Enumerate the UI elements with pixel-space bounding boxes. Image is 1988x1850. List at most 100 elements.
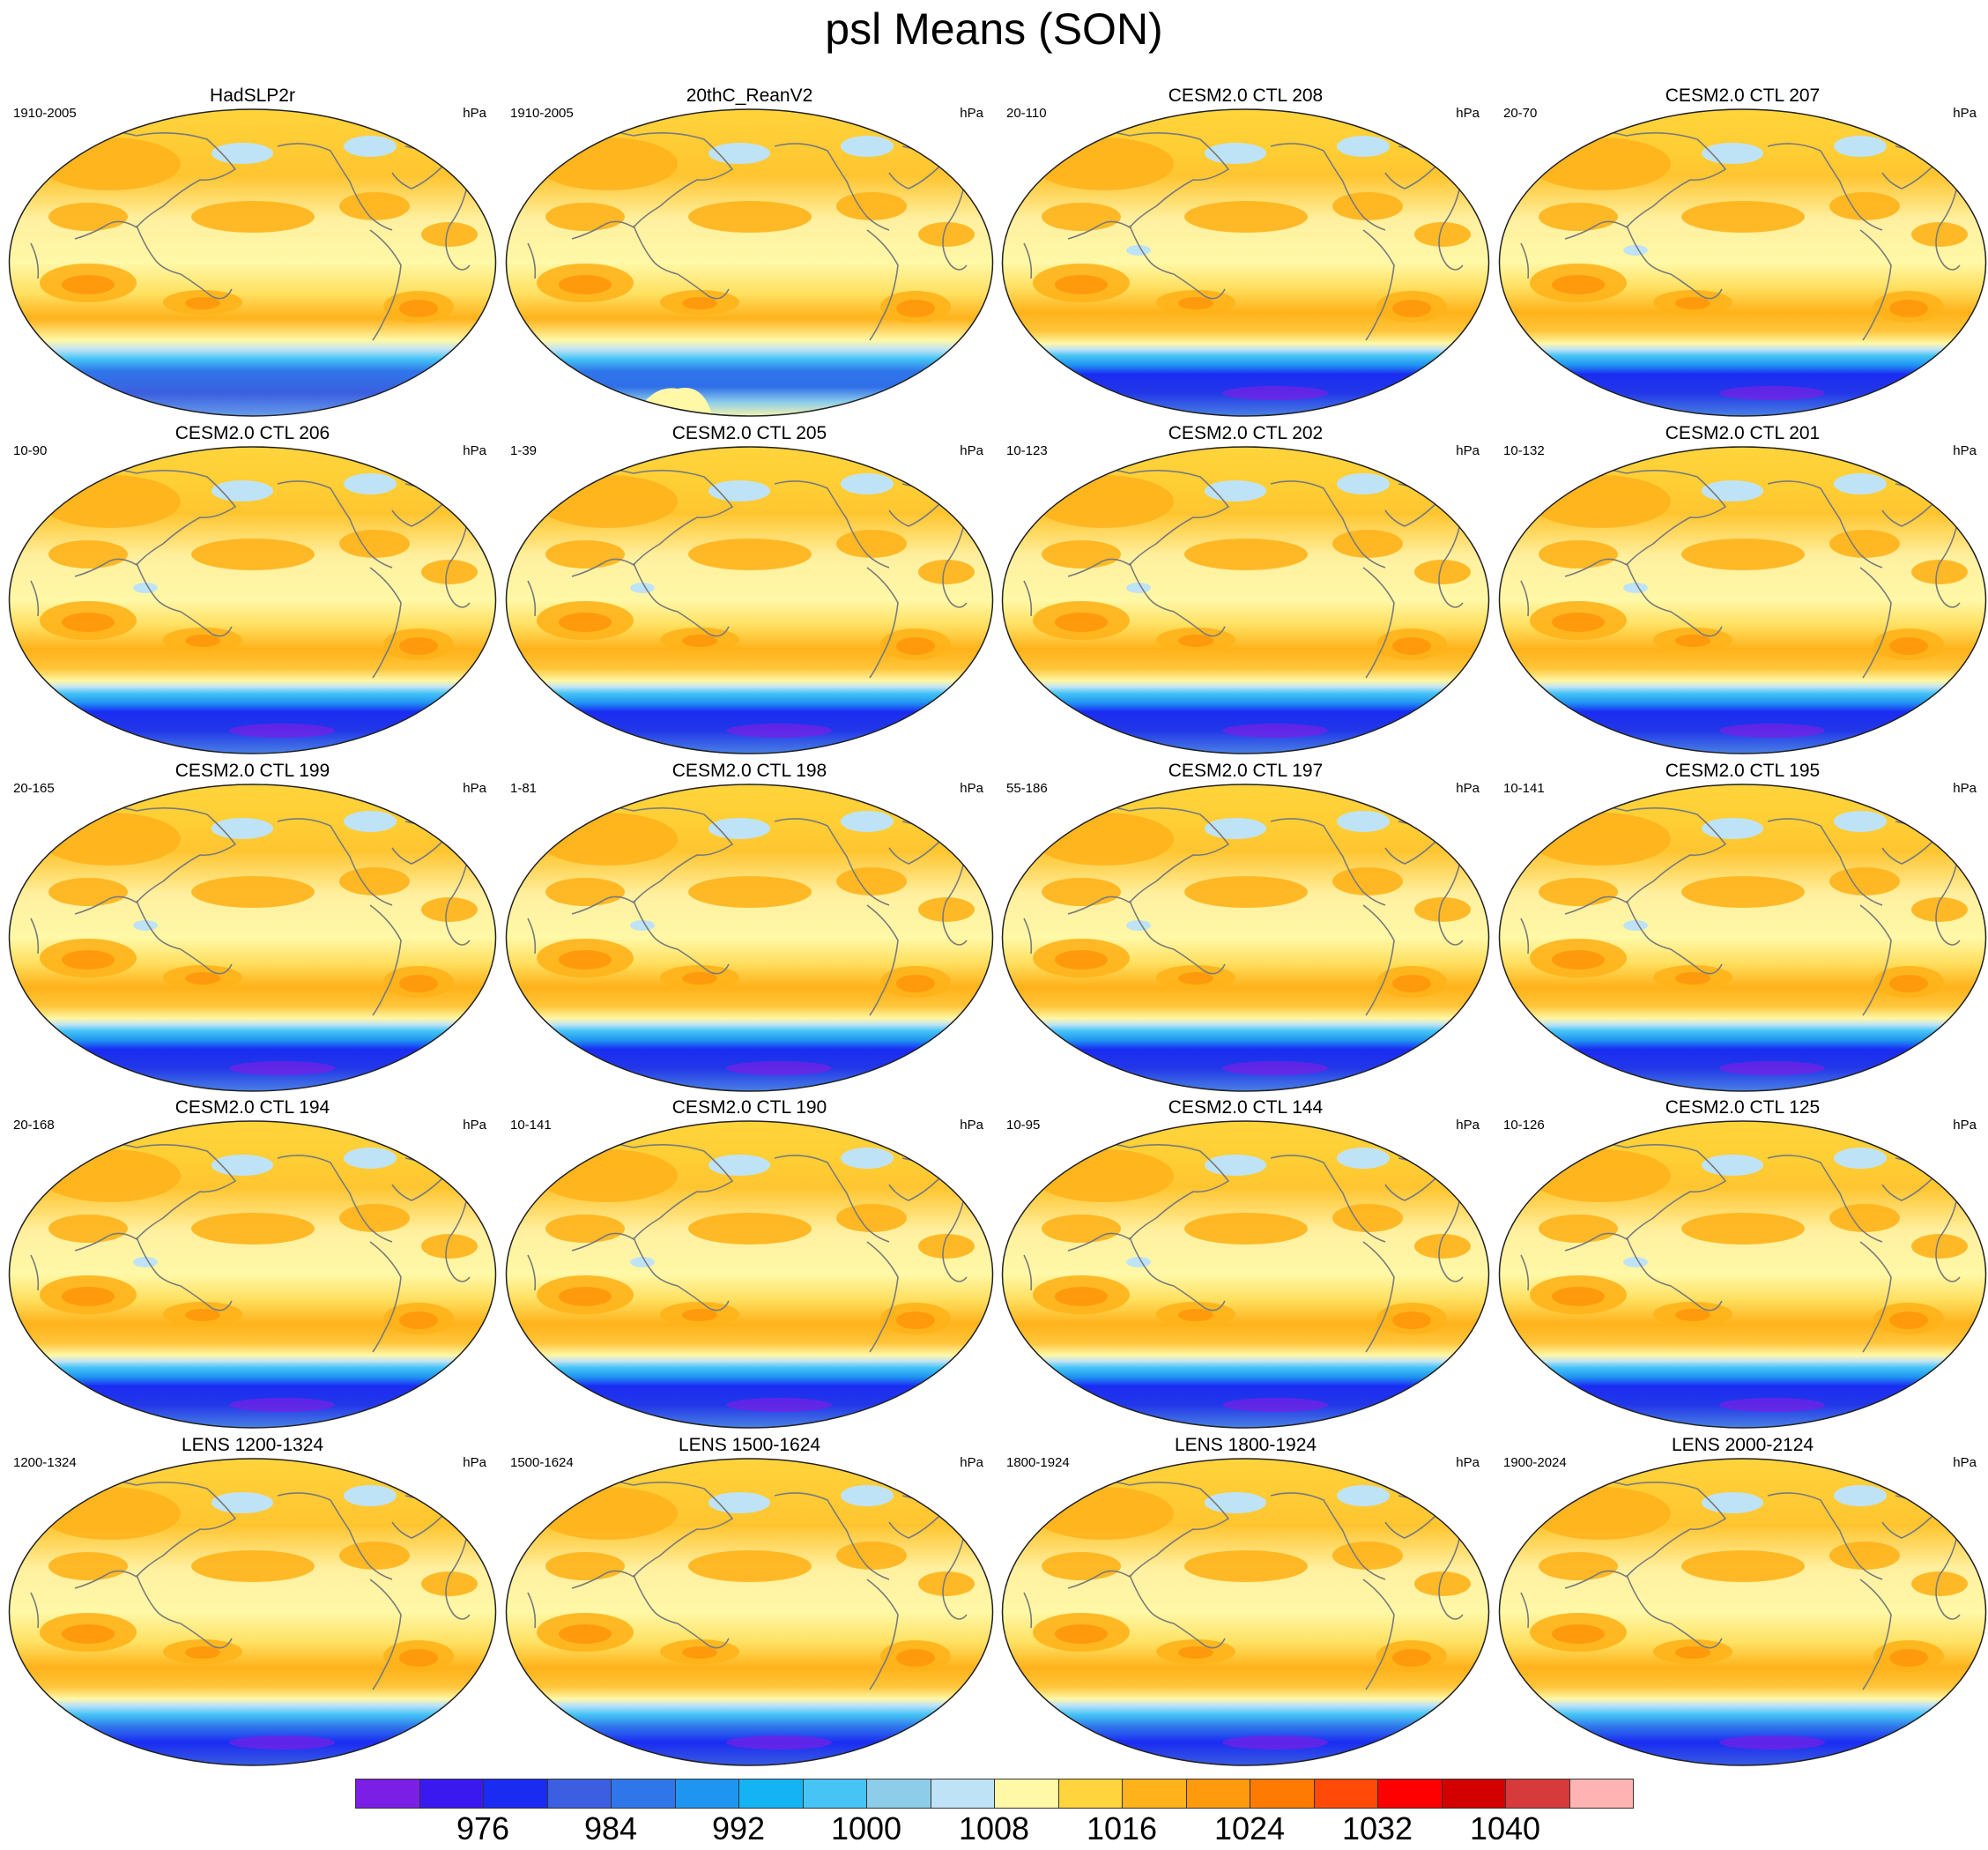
panel-units-label: hPa (960, 443, 983, 458)
map-border (1498, 108, 1987, 417)
panel-units-label: hPa (463, 106, 486, 121)
map-border (1001, 1120, 1490, 1429)
psl-map (8, 784, 497, 1092)
psl-map (505, 784, 994, 1092)
panel-title: CESM2.0 CTL 208 (1168, 85, 1324, 106)
panel-years-label: 10-126 (1503, 1118, 1545, 1133)
panel-units-label: hPa (960, 106, 983, 121)
map-panel: LENS 2000-2124 1900-2024 hPa (1495, 1434, 1988, 1769)
panel-years-label: 10-90 (13, 443, 48, 458)
psl-map (1498, 108, 1987, 417)
colorbar-box (994, 1779, 1059, 1809)
map-panel: CESM2.0 CTL 194 20-168 hPa (4, 1096, 501, 1431)
colorbar-box (1313, 1779, 1378, 1809)
panel-years-label: 1910-2005 (13, 106, 77, 121)
map-panel: LENS 1800-1924 1800-1924 hPa (998, 1434, 1494, 1769)
panel-title: CESM2.0 CTL 144 (1168, 1097, 1324, 1118)
map-border (1001, 446, 1490, 754)
panel-title: CESM2.0 CTL 194 (174, 1097, 330, 1118)
colorbar-box (546, 1779, 612, 1809)
coastlines (30, 1479, 471, 1690)
psl-map (8, 108, 497, 417)
map-border (1498, 446, 1987, 754)
panel-units-label: hPa (463, 1118, 486, 1133)
colorbar-box (1185, 1779, 1250, 1809)
psl-map (505, 1120, 994, 1429)
colorbar-box (1377, 1779, 1443, 1809)
map-panel: CESM2.0 CTL 195 10-141 hPa (1495, 760, 1988, 1095)
colorbar-tick-label: 976 (456, 1810, 510, 1846)
colorbar-tick-label: 1024 (1213, 1810, 1286, 1846)
panel-units-label: hPa (1456, 1455, 1480, 1470)
panel-title: LENS 1800-1924 (1174, 1435, 1317, 1455)
psl-map (8, 446, 497, 754)
map-border (505, 1120, 994, 1429)
map-panel: LENS 1200-1324 1200-1324 hPa (4, 1434, 501, 1769)
panel-years-label: 20-110 (1006, 106, 1047, 121)
psl-map (505, 1458, 994, 1766)
colorbar-box (483, 1779, 548, 1809)
map-border (1001, 108, 1490, 417)
panel-title: LENS 1500-1624 (678, 1435, 821, 1455)
panel-title: CESM2.0 CTL 205 (671, 423, 827, 443)
panel-units-label: hPa (1953, 1455, 1977, 1470)
panel-title: HadSLP2r (210, 85, 295, 106)
map-panel: 20thC_ReanV2 1910-2005 hPa (501, 85, 998, 420)
colorbar-tick-label: 1040 (1469, 1810, 1541, 1846)
map-border (8, 784, 497, 1092)
psl-map (1498, 784, 1987, 1092)
colorbar-box (674, 1779, 739, 1809)
panel-units-label: hPa (1456, 1118, 1480, 1133)
colorbar-box (611, 1779, 676, 1809)
map-panel: CESM2.0 CTL 190 10-141 hPa (501, 1096, 998, 1431)
panel-title: CESM2.0 CTL 206 (174, 423, 330, 443)
panel-years-label: 1910-2005 (510, 106, 574, 121)
psl-map (505, 108, 994, 417)
panel-years-label: 20-168 (13, 1118, 55, 1133)
map-panel: CESM2.0 CTL 207 20-70 hPa (1495, 85, 1988, 420)
panel-units-label: hPa (1953, 106, 1977, 121)
panel-years-label: 1800-1924 (1006, 1455, 1070, 1470)
psl-map (505, 446, 994, 754)
coastlines (527, 1479, 968, 1690)
panel-title: CESM2.0 CTL 201 (1665, 423, 1821, 443)
map-border (8, 446, 497, 754)
colorbar-box (1250, 1779, 1315, 1809)
map-border (1498, 784, 1987, 1092)
colorbar-tick-label: 1016 (1086, 1810, 1158, 1846)
colorbar-box (355, 1779, 420, 1809)
map-panel: CESM2.0 CTL 205 1-39 hPa (501, 422, 998, 757)
psl-map (1001, 446, 1490, 754)
colorbar-box (1441, 1779, 1506, 1809)
panel-units-label: hPa (1456, 781, 1480, 796)
panel-units-label: hPa (1456, 106, 1480, 121)
colorbar-tick-label: 1008 (958, 1810, 1030, 1846)
figure-title: psl Means (SON) (825, 4, 1163, 54)
panel-years-label: 1200-1324 (13, 1455, 77, 1470)
map-panel: CESM2.0 CTL 206 10-90 hPa (4, 422, 501, 757)
coastlines (1023, 130, 1464, 341)
map-panel: LENS 1500-1624 1500-1624 hPa (501, 1434, 998, 1769)
map-panel: CESM2.0 CTL 197 55-186 hPa (998, 760, 1494, 1095)
panel-units-label: hPa (1953, 443, 1977, 458)
psl-map (1498, 446, 1987, 754)
map-panel: CESM2.0 CTL 198 1-81 hPa (501, 760, 998, 1095)
map-border (8, 108, 497, 417)
psl-map (1001, 1458, 1490, 1766)
panel-units-label: hPa (960, 1455, 983, 1470)
colorbar-box (866, 1779, 931, 1809)
coastlines (527, 130, 968, 341)
panel-units-label: hPa (960, 1118, 983, 1133)
map-border (505, 784, 994, 1092)
panel-years-label: 55-186 (1006, 781, 1048, 796)
colorbar-box (930, 1779, 995, 1809)
panel-title: 20thC_ReanV2 (686, 85, 813, 106)
psl-map (1498, 1120, 1987, 1429)
colorbar-tick-label: 1032 (1341, 1810, 1413, 1846)
map-border (1498, 1458, 1987, 1766)
map-panel: CESM2.0 CTL 199 20-165 hPa (4, 760, 501, 1095)
panel-years-label: 20-165 (13, 781, 55, 796)
panel-units-label: hPa (1456, 443, 1480, 458)
panel-title: CESM2.0 CTL 195 (1665, 761, 1821, 781)
panel-title: LENS 1200-1324 (181, 1435, 324, 1455)
